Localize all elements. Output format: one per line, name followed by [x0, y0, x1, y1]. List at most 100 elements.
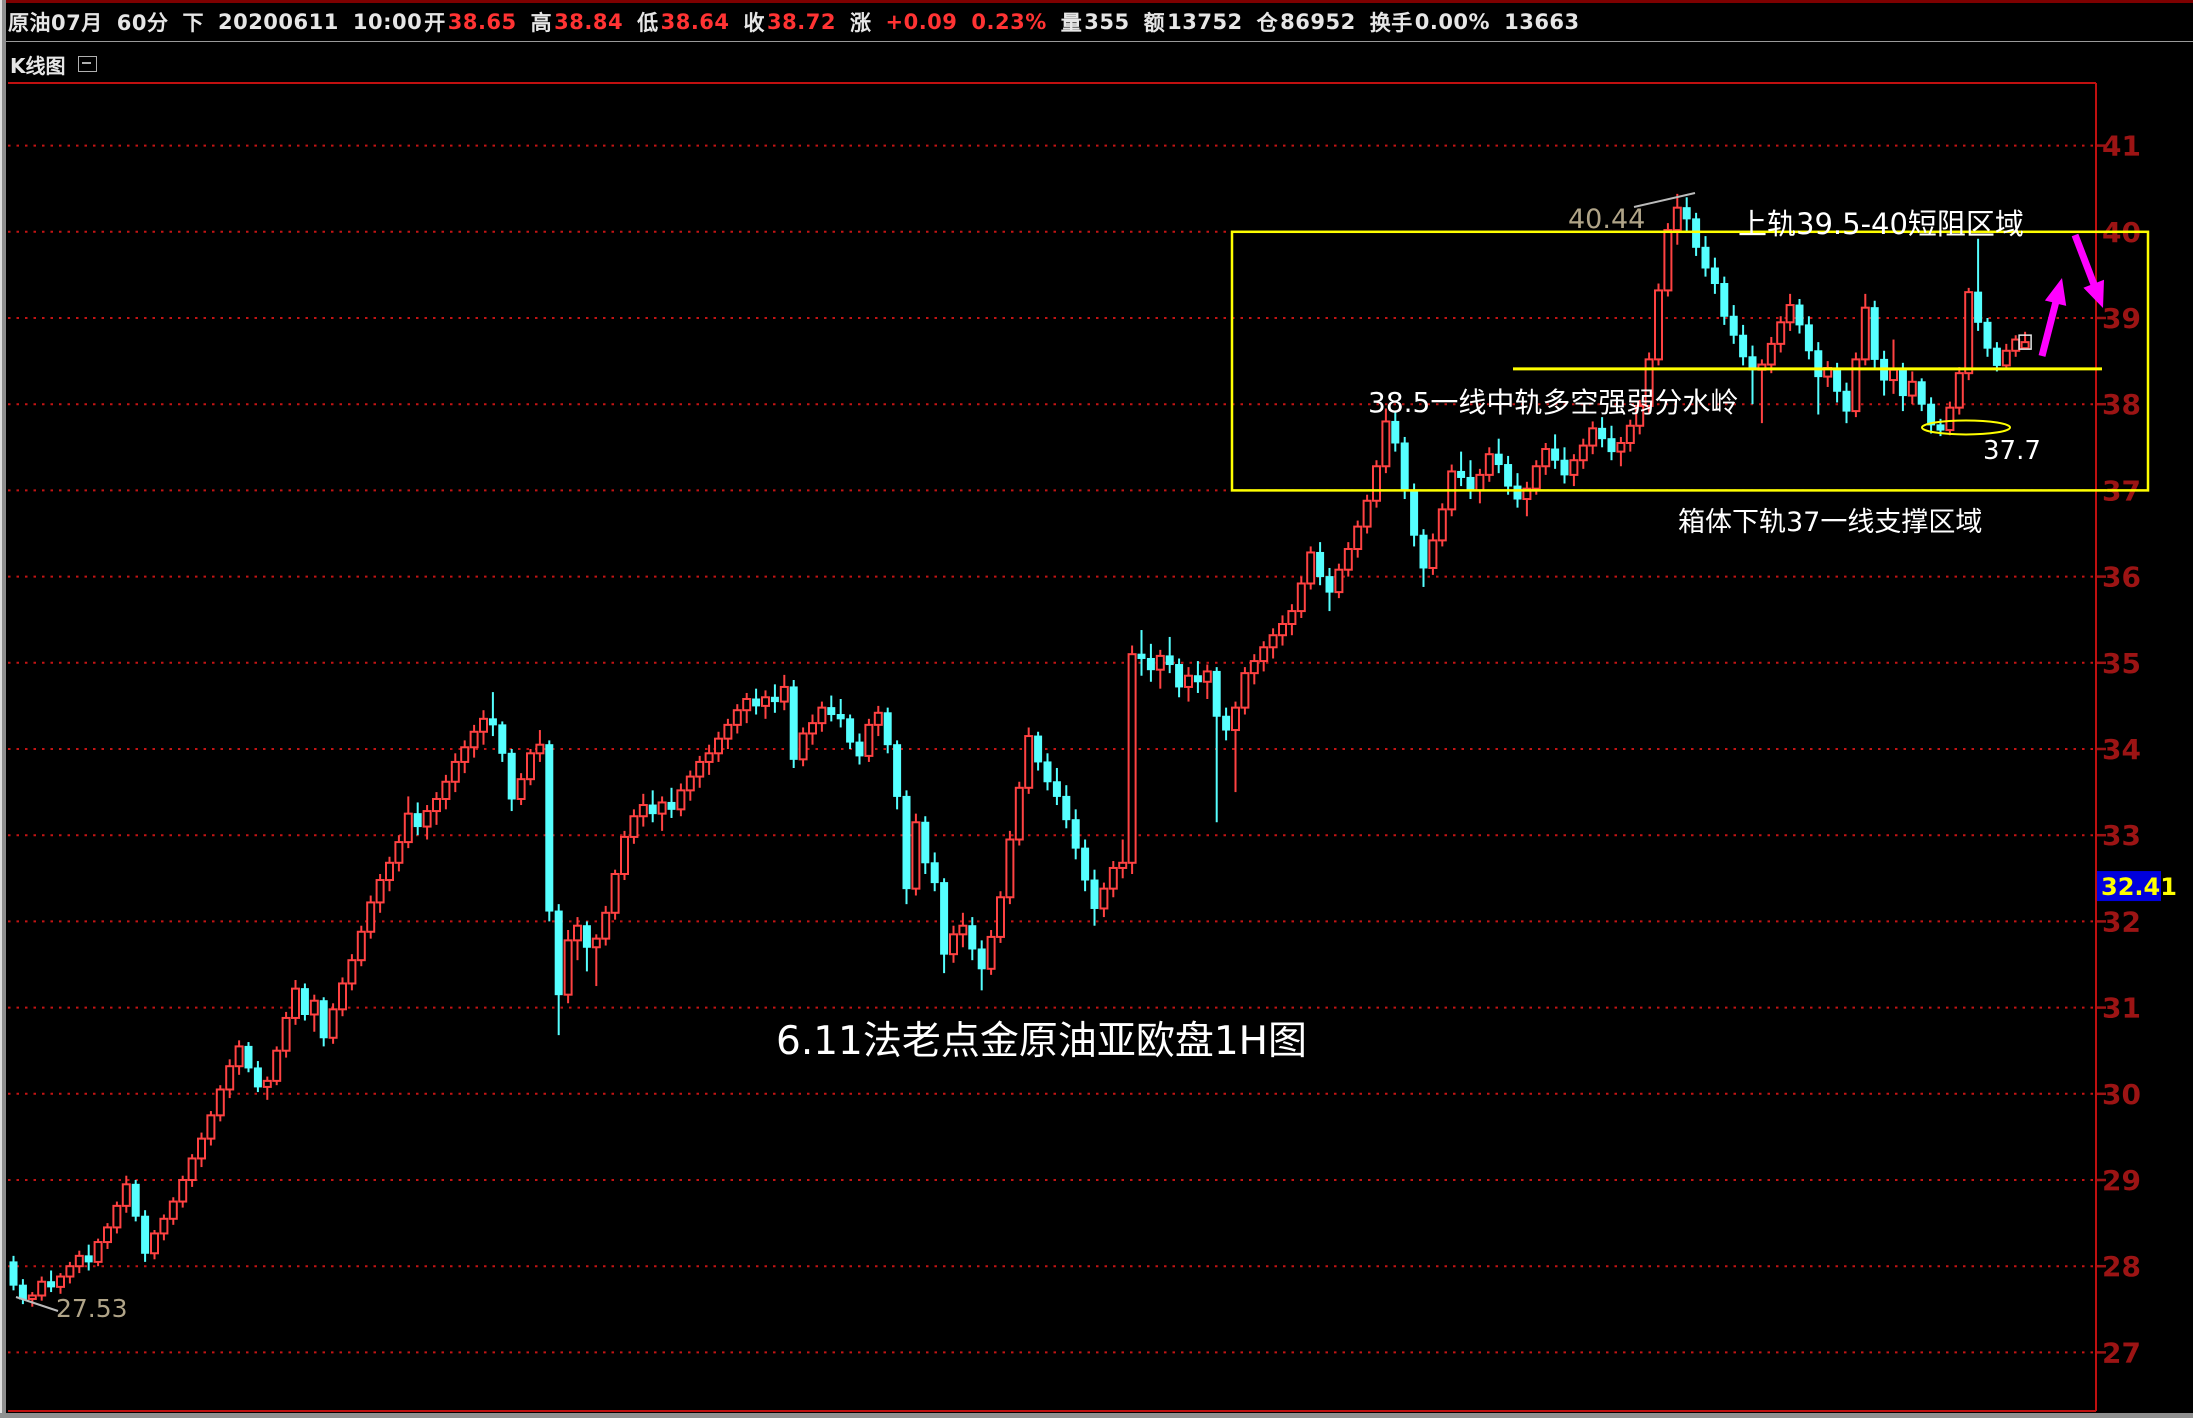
candle-body-up — [1362, 499, 1372, 528]
candle-body-up — [291, 987, 300, 1019]
candle-body-up — [1437, 508, 1447, 542]
candle-body-up — [403, 812, 413, 844]
axis-tick-label: 30 — [2102, 1078, 2141, 1111]
candle-body-up — [1306, 551, 1316, 585]
candle-body-up — [1851, 358, 1861, 413]
candle-body-up — [1785, 304, 1795, 324]
candle-body-down — [141, 1215, 150, 1254]
header-field: 13752 — [1167, 10, 1243, 34]
candle-body-down — [47, 1281, 56, 1288]
candle-body-down — [1842, 390, 1851, 412]
candle-body-up — [159, 1217, 169, 1235]
candle-body-up — [685, 775, 695, 792]
header-field: 0.00% — [1414, 10, 1491, 34]
annotation-low-price: 37.7 — [1983, 436, 2041, 466]
candle-body-down — [9, 1261, 18, 1286]
candle-body-up — [2011, 338, 2021, 352]
candle-body-down — [940, 882, 949, 955]
annotation-start-price: 27.53 — [56, 1294, 128, 1323]
candle-body-down — [244, 1045, 253, 1069]
candle-body-up — [1541, 448, 1551, 468]
candle-body-down — [1043, 761, 1052, 783]
candle-body-up — [328, 1008, 338, 1039]
candle-body-up — [911, 821, 921, 890]
candle-body-up — [817, 706, 827, 725]
candle-body-up — [1475, 473, 1485, 492]
candle-body-up — [262, 1079, 272, 1088]
axis-tick-label: 32 — [2102, 905, 2141, 938]
candle-body-up — [1945, 406, 1955, 432]
candle-body-down — [648, 804, 657, 815]
candle-body-down — [1682, 207, 1691, 220]
candle-body-down — [1193, 675, 1202, 683]
candle-body-up — [516, 778, 526, 800]
candle-body-up — [742, 698, 752, 712]
candle-body-up — [1672, 206, 1682, 232]
header-field: +0.09 — [885, 10, 958, 34]
candle-body-down — [1927, 403, 1936, 426]
candle-body-up — [996, 896, 1005, 938]
price-tag — [2097, 871, 2161, 902]
candle-body-up — [1184, 674, 1193, 688]
candle-body-up — [1654, 289, 1663, 361]
header-field: 60分 — [116, 11, 169, 35]
candle-body-up — [779, 685, 789, 703]
candle-body-down — [582, 925, 591, 948]
candle-body-down — [1071, 819, 1080, 849]
candle-body-down — [1870, 307, 1879, 360]
candle-body-down — [1175, 664, 1184, 688]
candle-body-down — [1692, 218, 1701, 248]
collapse-pane-icon[interactable] — [77, 56, 97, 72]
candle-body-down — [1936, 424, 1945, 431]
candle-body-down — [253, 1067, 262, 1088]
candle-body-up — [1024, 735, 1034, 789]
candle-body-up — [1353, 525, 1363, 551]
annotation-center-title: 6.11法老点金原油亚欧盘1H图 — [776, 1019, 1307, 1064]
candle-body-down — [319, 1000, 328, 1039]
candle-body-down — [1457, 470, 1466, 478]
candle-body-up — [450, 760, 460, 783]
candle-body-up — [1616, 441, 1626, 453]
candle-body-up — [234, 1045, 244, 1068]
header-field: 下 — [182, 11, 204, 35]
candle-body-down — [1974, 291, 1983, 323]
candle-body-up — [37, 1280, 47, 1297]
candle-body-up — [215, 1088, 225, 1117]
candle-body-down — [1833, 367, 1842, 392]
header-field: 高 — [530, 11, 553, 35]
candle-body-up — [1964, 291, 1974, 375]
candle-body-up — [479, 717, 488, 733]
header-field: 低 — [637, 11, 659, 35]
candle-body-down — [893, 744, 902, 797]
candle-body-up — [1569, 459, 1579, 476]
candle-body-up — [121, 1183, 131, 1207]
annotation-peak-price: 40.44 — [1568, 204, 1646, 235]
header-field: 13663 — [1504, 10, 1580, 34]
candle-body-down — [1701, 246, 1710, 269]
candle-body-down — [1137, 653, 1146, 659]
header-field: 38.84 — [554, 10, 624, 34]
candle-body-up — [620, 835, 629, 875]
candle-body-down — [1165, 655, 1174, 666]
drawn-arrow-down — [2071, 233, 2104, 308]
window-left-border-inner — [2, 0, 6, 1418]
candle-body-up — [591, 937, 601, 949]
candle-body-up — [1287, 610, 1297, 626]
candle-body-up — [714, 737, 723, 755]
axis-tick-label: 33 — [2102, 819, 2141, 852]
candle-body-down — [1560, 459, 1569, 476]
candle-body-down — [1419, 534, 1428, 569]
candle-body-up — [761, 696, 770, 707]
drawn-arrow-up — [2038, 278, 2067, 357]
candle-body-up — [723, 723, 733, 740]
candle-body-up — [1240, 672, 1250, 709]
annotation-mid-rail: 38.5一线中轨多空强弱分水岭 — [1368, 386, 1739, 419]
candle-body-up — [394, 841, 404, 864]
candle-body-down — [921, 821, 930, 864]
chart-type-label[interactable]: K线图 — [10, 53, 66, 78]
candle-body-up — [422, 810, 432, 828]
header-field: 38.64 — [660, 10, 730, 34]
candle-body-up — [1231, 706, 1240, 732]
